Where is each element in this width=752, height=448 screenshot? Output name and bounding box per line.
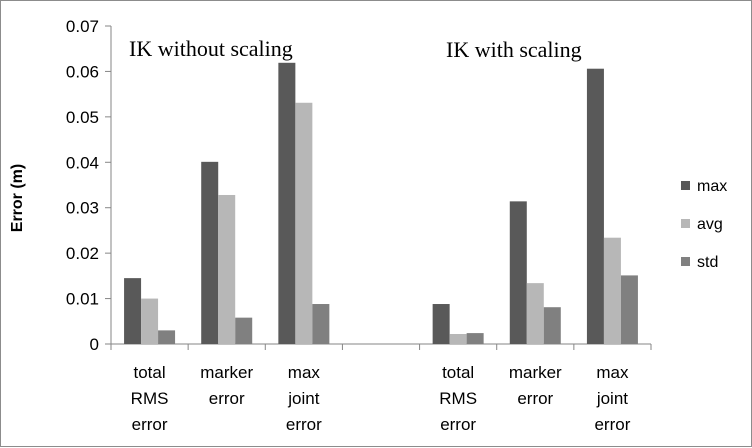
bar-max xyxy=(432,304,450,344)
x-category-label: error xyxy=(440,415,476,434)
x-category-label: error xyxy=(517,389,553,408)
bar-avg xyxy=(603,237,621,344)
bar-avg xyxy=(141,298,159,344)
bar-avg xyxy=(449,334,467,344)
x-category-label: error xyxy=(286,415,322,434)
bar-std xyxy=(543,307,561,344)
y-tick-label: 0.06 xyxy=(66,62,99,81)
annotation-with-scaling: IK with scaling xyxy=(446,37,582,62)
bar-avg xyxy=(295,102,313,344)
bar-max xyxy=(278,62,296,344)
bar-std xyxy=(312,304,330,344)
x-category-label: error xyxy=(132,415,168,434)
y-tick-label: 0.04 xyxy=(66,153,99,172)
legend-swatch-std xyxy=(681,257,690,266)
x-category-label: RMS xyxy=(131,389,169,408)
x-category-label: total xyxy=(442,363,474,382)
legend-label-max: max xyxy=(697,178,727,195)
x-category-label: marker xyxy=(509,363,562,382)
y-tick-label: 0.01 xyxy=(66,290,99,309)
bar-max xyxy=(509,201,527,344)
y-tick-label: 0.07 xyxy=(66,17,99,36)
legend-label-std: std xyxy=(697,254,718,271)
x-category-label: marker xyxy=(200,363,253,382)
x-category-label: error xyxy=(209,389,245,408)
x-category-labels: total RMS error marker error max joint error tot… xyxy=(131,363,631,434)
x-category-label: max xyxy=(288,363,321,382)
bar-avg xyxy=(526,283,544,344)
bar-max xyxy=(124,278,142,344)
y-axis-title: Error (m) xyxy=(9,164,26,232)
y-tick-label: 0.03 xyxy=(66,199,99,218)
y-tick-label: 0.02 xyxy=(66,244,99,263)
axes xyxy=(105,25,652,350)
bar-avg xyxy=(218,194,236,344)
bar-std xyxy=(466,333,484,344)
x-category-label: max xyxy=(596,363,629,382)
bar-std xyxy=(158,330,176,344)
legend-swatch-avg xyxy=(681,219,690,228)
legend-label-avg: avg xyxy=(697,216,723,233)
bar-std xyxy=(235,317,253,344)
x-category-label: joint xyxy=(596,389,628,408)
y-tick-label: 0.05 xyxy=(66,108,99,127)
annotation-without-scaling: IK without scaling xyxy=(129,36,293,61)
bar-max xyxy=(201,161,219,344)
x-category-label: joint xyxy=(287,389,319,408)
legend-swatch-max xyxy=(681,181,690,190)
x-category-label: total xyxy=(134,363,166,382)
y-tick-labels: 0 0.01 0.02 0.03 0.04 0.05 0.06 0.07 xyxy=(66,17,99,354)
legend: max avg std xyxy=(681,178,727,271)
bars xyxy=(124,62,638,345)
y-tick-label: 0 xyxy=(90,335,99,354)
x-category-label: RMS xyxy=(439,389,477,408)
x-category-label: error xyxy=(594,415,630,434)
bar-std xyxy=(620,275,638,344)
bar-max xyxy=(586,68,604,345)
